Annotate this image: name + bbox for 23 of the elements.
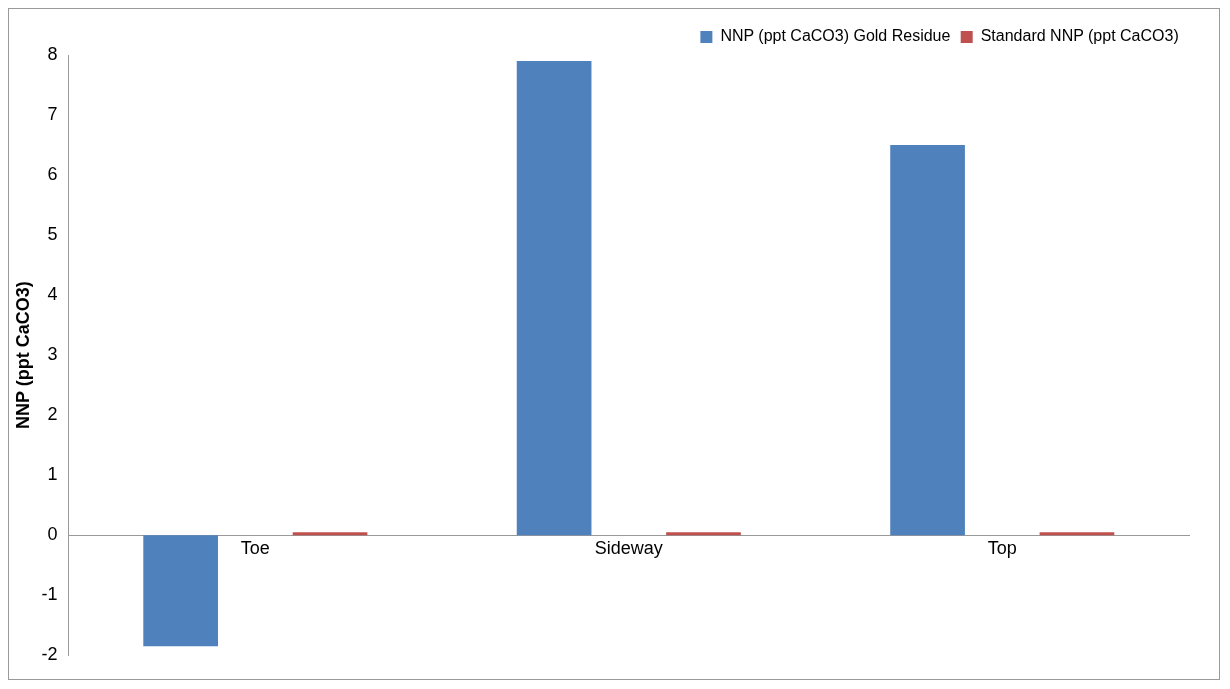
bar [143, 535, 218, 647]
bar [516, 61, 592, 536]
y-tick-label: 2 [47, 404, 58, 425]
legend-label: NNP (ppt CaCO3) Gold Residue [720, 27, 951, 45]
y-tick-label: 8 [47, 43, 58, 64]
y-axis-title: NNP (ppt CaCO3) [12, 281, 33, 429]
y-tick-label: 5 [47, 224, 58, 245]
y-tick-label: 3 [47, 344, 58, 365]
bar [292, 532, 368, 536]
bar [1039, 532, 1115, 536]
y-tick-label: 0 [47, 524, 58, 545]
y-tick-label: 4 [47, 284, 58, 305]
bar [890, 145, 965, 536]
x-tick-label: Toe [240, 537, 270, 558]
y-tick-label: -1 [41, 584, 58, 605]
bar [666, 532, 741, 536]
y-tick-label: 6 [47, 164, 58, 185]
x-tick-label: Sideway [594, 537, 663, 558]
x-tick-label: Top [987, 537, 1017, 558]
legend-label: Standard NNP (ppt CaCO3) [980, 27, 1179, 45]
y-tick-label: -2 [41, 644, 58, 665]
y-tick-label: 7 [47, 103, 58, 124]
y-tick-label: 1 [47, 464, 58, 485]
